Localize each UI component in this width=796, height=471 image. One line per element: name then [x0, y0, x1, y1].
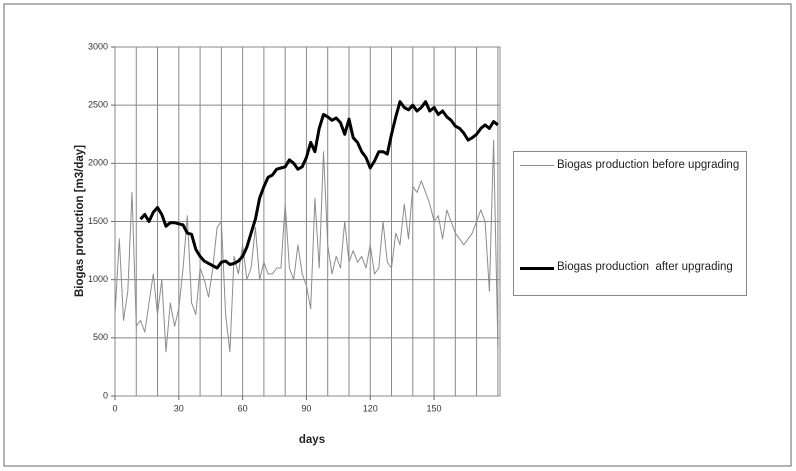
- y-tick-label: 2000: [88, 158, 108, 168]
- x-tick-label: 60: [238, 403, 248, 413]
- legend-label: Biogas production before upgrading: [557, 159, 740, 171]
- series-line: [114, 139, 499, 353]
- x-tick-label: 90: [301, 403, 311, 413]
- x-tick-label: 30: [174, 403, 184, 413]
- x-tick-label: 150: [427, 403, 442, 413]
- legend-key: [520, 165, 554, 166]
- legend-entry: Biogas production before upgrading: [520, 158, 742, 172]
- x-axis-title: days: [299, 434, 325, 446]
- x-tick-label: 120: [363, 403, 378, 413]
- y-tick-label: 0: [103, 390, 108, 400]
- legend: Biogas production before upgrading Biogas…: [513, 151, 747, 296]
- series-line: [139, 100, 499, 270]
- legend-entry: Biogas production after upgrading: [520, 260, 742, 274]
- y-tick-label: 1000: [88, 274, 108, 284]
- x-tick-label: 0: [112, 403, 117, 413]
- y-tick-label: 500: [93, 332, 108, 342]
- y-tick-label: 3000: [88, 41, 108, 51]
- legend-key: [520, 267, 554, 270]
- y-tick-label: 2500: [88, 100, 108, 110]
- legend-label: Biogas production after upgrading: [557, 261, 733, 273]
- y-axis-title: Biogas production [m3/day]: [74, 145, 86, 297]
- y-tick-label: 1500: [88, 216, 108, 226]
